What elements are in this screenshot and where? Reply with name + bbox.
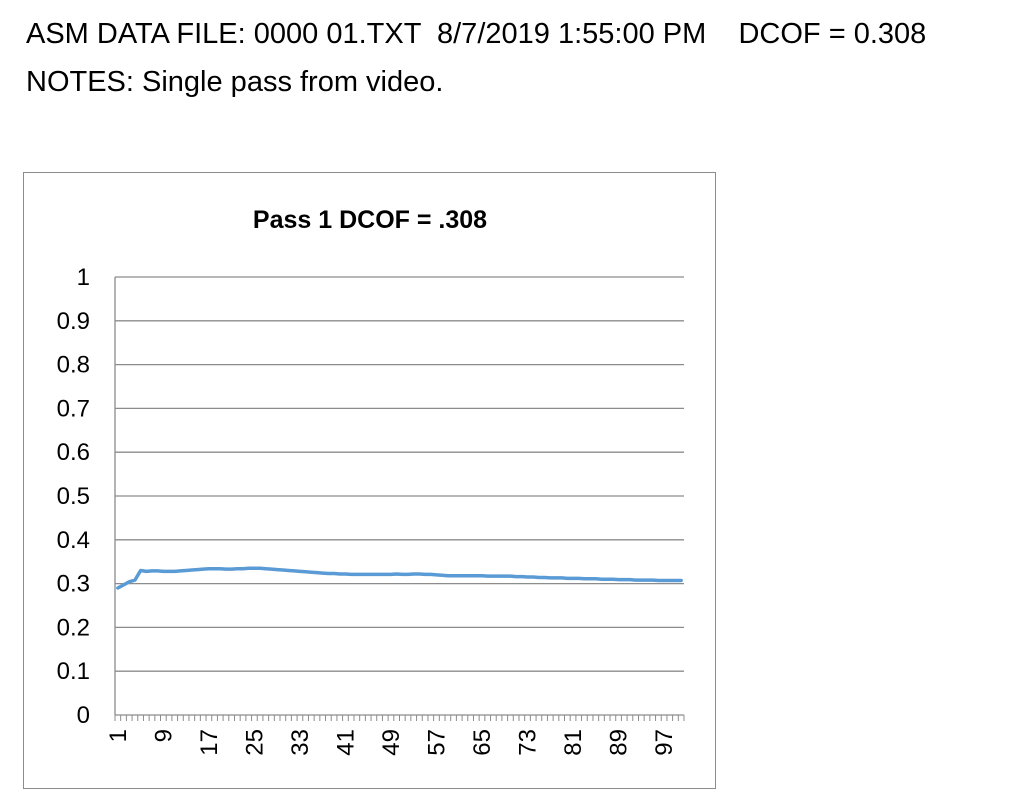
x-tick-label: 1 [105,729,132,742]
x-tick-label: 81 [560,729,587,756]
x-tick-label: 33 [287,729,314,756]
y-tick-label: 0 [77,702,90,729]
x-tick-label: 97 [651,729,678,756]
dcof-line-chart: Pass 1 DCOF = .308 0 0.1 0.2 0.3 0.4 0.5 0.6 0.… [57,206,685,756]
x-tick-label: 49 [378,729,405,756]
x-tick-label: 17 [196,729,223,756]
y-tick-label: 0.7 [57,395,90,422]
x-tick-label: 73 [515,729,542,756]
y-tick-label: 0.2 [57,614,90,641]
series-line [116,566,683,590]
x-tick-label: 25 [241,729,268,756]
y-tick-label: 0.8 [57,352,90,379]
y-tick-label: 0.9 [57,308,90,335]
x-tick-label: 65 [469,729,496,756]
chart-title: Pass 1 DCOF = .308 [253,206,487,234]
file-info-line: ASM DATA FILE: 0000 01.TXT 8/7/2019 1:55… [26,18,927,50]
axes [114,277,685,721]
chart-frame: Pass 1 DCOF = .308 0 0.1 0.2 0.3 0.4 0.5 0.6 0.… [23,172,716,789]
y-tick-label: 0.6 [57,439,90,466]
x-tick-label: 57 [423,729,450,756]
y-tick-label: 0.3 [57,571,90,598]
y-tick-labels: 0 0.1 0.2 0.3 0.4 0.5 0.6 0.7 0.8 0.9 1 [57,264,90,729]
series-layer [116,566,683,590]
gridlines [115,276,684,672]
x-tick-label: 89 [606,729,633,756]
x-tick-label: 41 [332,729,359,756]
y-tick-label: 0.5 [57,483,90,510]
notes-line: NOTES: Single pass from video. [26,66,444,98]
x-tick-label: 9 [150,729,177,742]
y-tick-label: 0.4 [57,527,90,554]
x-tick-labels: 1 9 17 25 33 41 49 57 65 73 81 89 97 [105,729,678,756]
y-tick-label: 1 [77,264,90,291]
y-tick-label: 0.1 [57,658,90,685]
